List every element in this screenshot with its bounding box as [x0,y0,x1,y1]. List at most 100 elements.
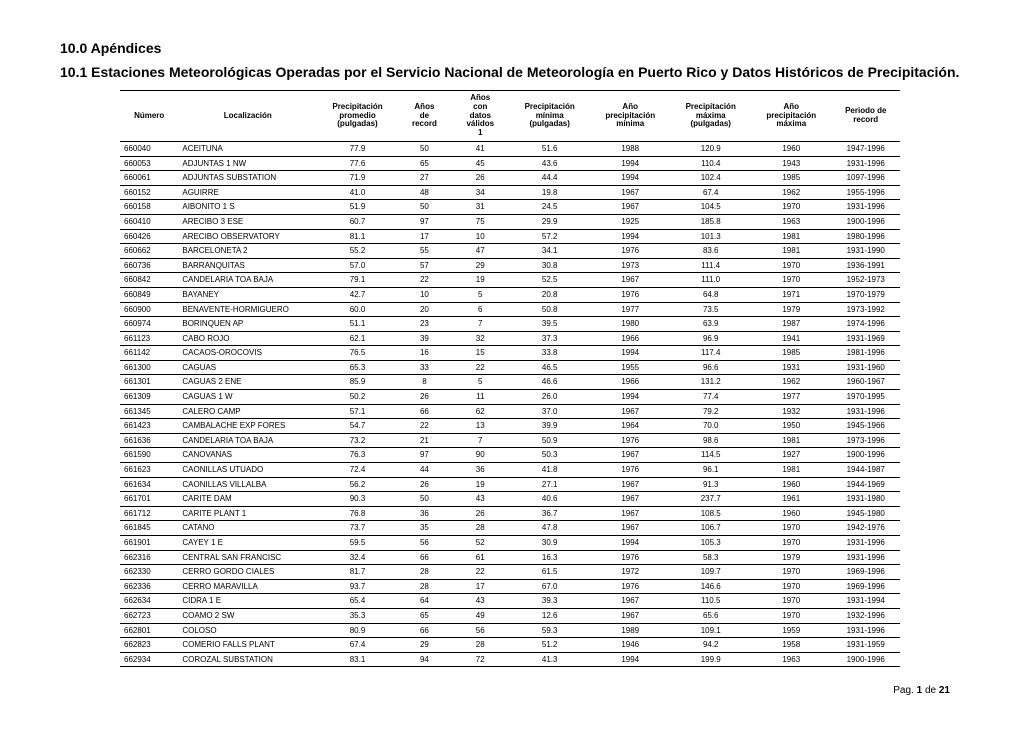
table-cell: 26 [451,171,509,186]
table-cell: 22 [451,565,509,580]
table-cell: 36 [398,506,451,521]
table-cell: 1969-1996 [832,579,901,594]
table-cell: 1936-1991 [832,258,901,273]
table-cell: 1946 [590,638,671,653]
table-cell: 81.1 [317,229,398,244]
col-anos-validos: Añoscondatosválidos1 [451,91,509,142]
table-header: Número Localización Precipitaciónpromedi… [120,91,900,142]
table-cell: 1931-1996 [832,156,901,171]
table-cell: 1944-1987 [832,463,901,478]
col-anos-record: Añosderecord [398,91,451,142]
table-cell: 7 [451,433,509,448]
table-cell: 1966 [590,331,671,346]
table-cell: 1931-1996 [832,200,901,215]
table-cell: 96.1 [670,463,751,478]
table-cell: 108.5 [670,506,751,521]
table-cell: 1979 [751,550,832,565]
table-row: 661123CABO ROJO62.1393237.3196696.919411… [120,331,900,346]
table-cell: 1970-1979 [832,287,901,302]
table-cell: 660152 [120,185,178,200]
table-row: 660842CANDELARIA TOA BAJA79.1221952.5196… [120,273,900,288]
table-cell: 20 [398,302,451,317]
table-cell: 1931-1996 [832,536,901,551]
table-cell: 75 [451,214,509,229]
table-cell: 50.9 [509,433,590,448]
table-cell: 237.7 [670,492,751,507]
table-cell: 109.7 [670,565,751,580]
table-cell: 59.3 [509,623,590,638]
col-ano-min: Añoprecipitaciónmínima [590,91,671,142]
col-ano-max: Añoprecipitaciónmáxima [751,91,832,142]
table-cell: 660410 [120,214,178,229]
table-cell: 1971 [751,287,832,302]
table-cell: 30.9 [509,536,590,551]
col-precip-promedio: Precipitaciónpromedio(pulgadas) [317,91,398,142]
table-cell: 661623 [120,463,178,478]
table-cell: 1969-1996 [832,565,901,580]
table-cell: 661142 [120,346,178,361]
table-cell: 1967 [590,594,671,609]
table-cell: 29.9 [509,214,590,229]
table-cell: 1947-1996 [832,141,901,156]
table-cell: 1967 [590,521,671,536]
table-cell: CANDELARIA TOA BAJA [178,273,317,288]
table-row: 660040ACEITUNA77.9504151.61988120.919601… [120,141,900,156]
table-cell: 1974-1996 [832,317,901,332]
table-cell: 23 [398,317,451,332]
table-cell: 146.6 [670,579,751,594]
table-cell: 660736 [120,258,178,273]
table-cell: CAONILLAS UTUADO [178,463,317,478]
table-cell: 26.0 [509,390,590,405]
table-cell: 13 [451,419,509,434]
table-cell: 61 [451,550,509,565]
table-cell: 1970 [751,579,832,594]
table-row: 661712CARITE PLANT 176.8362636.71967108.… [120,506,900,521]
table-cell: 1961 [751,492,832,507]
table-cell: CAONILLAS VILLALBA [178,477,317,492]
table-row: 661634CAONILLAS VILLALBA56.2261927.11967… [120,477,900,492]
table-cell: AIBONITO 1 S [178,200,317,215]
table-cell: 60.7 [317,214,398,229]
table-cell: 1964 [590,419,671,434]
table-cell: 52 [451,536,509,551]
table-cell: CAYEY 1 E [178,536,317,551]
table-cell: 47 [451,244,509,259]
table-cell: 73.2 [317,433,398,448]
table-cell: 65.4 [317,594,398,609]
table-cell: 36.7 [509,506,590,521]
table-cell: 101.3 [670,229,751,244]
table-cell: 1962 [751,185,832,200]
table-cell: 32.4 [317,550,398,565]
table-cell: 34 [451,185,509,200]
table-cell: 1972 [590,565,671,580]
table-cell: CALERO CAMP [178,404,317,419]
table-cell: 76.5 [317,346,398,361]
table-cell: 1970 [751,594,832,609]
table-cell: CAMBALACHE EXP FORES [178,419,317,434]
table-cell: COLOSO [178,623,317,638]
table-cell: 17 [451,579,509,594]
table-cell: 11 [451,390,509,405]
table-cell: 77.6 [317,156,398,171]
table-cell: 39.5 [509,317,590,332]
table-cell: CABO ROJO [178,331,317,346]
table-cell: 1987 [751,317,832,332]
table-cell: 94.2 [670,638,751,653]
table-cell: 185.8 [670,214,751,229]
table-cell: 117.4 [670,346,751,361]
table-cell: 33 [398,360,451,375]
table-cell: 1985 [751,346,832,361]
table-cell: 56 [451,623,509,638]
table-cell: 6 [451,302,509,317]
table-cell: ARECIBO 3 ESE [178,214,317,229]
table-cell: 1977 [590,302,671,317]
table-cell: 1976 [590,550,671,565]
table-cell: 1976 [590,287,671,302]
table-cell: 22 [451,360,509,375]
table-cell: 1943 [751,156,832,171]
table-cell: 43.6 [509,156,590,171]
table-cell: 1976 [590,579,671,594]
table-cell: 1959 [751,623,832,638]
table-cell: 120.9 [670,141,751,156]
table-cell: 55.2 [317,244,398,259]
